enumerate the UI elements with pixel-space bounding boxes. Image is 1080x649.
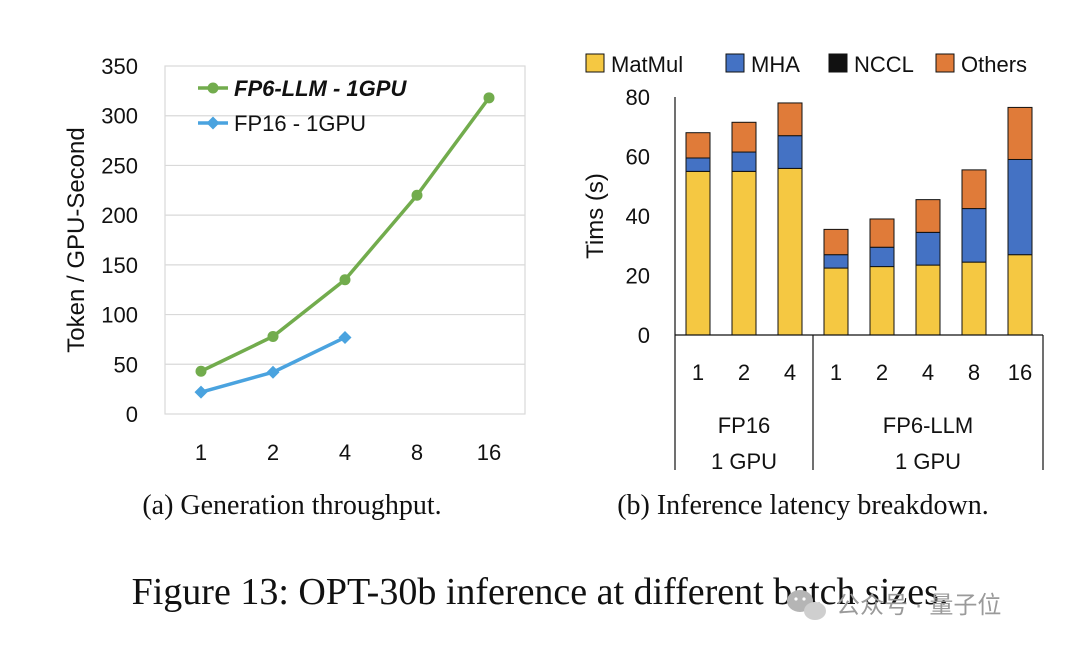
x-tick-label-a: 1 (195, 440, 207, 465)
y-tick-labels-a: 0 50 100 150 200 250 300 350 (101, 54, 138, 427)
bar-segment-mha (1007, 158, 1033, 256)
y-tick-label-a: 100 (101, 303, 138, 328)
bar-segment-others (823, 228, 849, 256)
bar-segment-matmul (685, 170, 711, 336)
x-tick-label-a: 16 (477, 440, 501, 465)
bar-segment-mha (823, 254, 849, 269)
x-tick-label-a: 2 (267, 440, 279, 465)
bar-segment-matmul (869, 266, 895, 336)
y-tick-label-a: 200 (101, 203, 138, 228)
y-tick-label-b: 20 (626, 264, 650, 289)
y-tick-label-b: 60 (626, 145, 650, 170)
figure-caption: Figure 13: OPT-30b inference at differen… (132, 571, 949, 613)
bar-segment-others (685, 132, 711, 159)
watermark: 公众号 · 量子位 (787, 590, 1001, 620)
x-tick-label-b: 4 (922, 360, 934, 385)
bar-segment-others (915, 199, 941, 233)
data-point-fp16 (338, 330, 352, 344)
y-tick-labels-b: 0 20 40 60 80 (626, 85, 650, 348)
y-axis-title-a: Token / GPU-Second (63, 127, 90, 352)
group-label-b: FP16 (718, 413, 771, 438)
legend-b: MatMul MHA NCCL Others (585, 52, 1027, 77)
caption-a: (a) Generation throughput. (142, 490, 441, 521)
x-tick-label-b: 16 (1008, 360, 1032, 385)
x-tick-label-b: 1 (830, 360, 842, 385)
bar-segment-matmul (915, 264, 941, 336)
x-tick-labels-a: 1 2 4 8 16 (195, 440, 501, 465)
legend-swatch-b (935, 53, 955, 73)
bar-segment-matmul (823, 267, 849, 336)
y-axis-title-b: Tims (s) (582, 173, 609, 259)
legend-label-b: MHA (751, 52, 800, 77)
data-point-fp16 (194, 385, 208, 399)
bar-segment-matmul (961, 261, 987, 336)
x-tick-label-b: 2 (876, 360, 888, 385)
y-tick-label-a: 300 (101, 104, 138, 129)
legend-label-b: Others (961, 52, 1027, 77)
y-tick-label-b: 80 (626, 85, 650, 110)
data-point-fp6 (411, 189, 423, 201)
group-label-b: 1 GPU (711, 449, 777, 474)
bar-segment-mha (777, 135, 803, 169)
y-tick-label-a: 250 (101, 153, 138, 178)
wechat-icon (787, 590, 826, 620)
y-tick-label-a: 0 (126, 402, 138, 427)
gridlines-a (165, 115, 525, 365)
plot-area-a (164, 65, 526, 415)
legend-swatch-b (828, 53, 848, 73)
x-tick-labels-b: 1 2 4 1 2 4 8 16 (692, 360, 1032, 385)
bar-segment-mha (915, 231, 941, 266)
bar-segment-mha (685, 157, 711, 172)
x-tick-label-b: 2 (738, 360, 750, 385)
bar-segment-others (731, 121, 757, 153)
data-point-fp6 (195, 365, 207, 377)
bar-segment-matmul (731, 170, 757, 336)
legend-marker-fp16 (206, 116, 220, 130)
legend-a: FP6-LLM - 1GPU FP16 - 1GPU (198, 76, 407, 136)
series-line-0 (200, 96, 491, 373)
y-tick-label-b: 40 (626, 204, 650, 229)
category-table-b (674, 97, 1044, 470)
legend-label-fp6: FP6-LLM - 1GPU (234, 76, 407, 101)
data-point-fp16 (266, 365, 280, 379)
x-tick-label-b: 4 (784, 360, 796, 385)
legend-label-b: NCCL (854, 52, 914, 77)
data-point-fp6 (267, 330, 279, 342)
y-tick-label-a: 50 (114, 352, 138, 377)
x-tick-label-b: 1 (692, 360, 704, 385)
y-tick-label-b: 0 (638, 323, 650, 348)
legend-marker-fp6 (207, 82, 219, 94)
bar-segment-matmul (777, 167, 803, 336)
bar-segment-others (869, 218, 895, 248)
bars-b (685, 102, 1033, 336)
data-point-fp6 (483, 92, 495, 104)
legend-swatch-b (585, 53, 605, 73)
legend-label-fp16: FP16 - 1GPU (234, 111, 366, 136)
group-labels-b: FP16 1 GPU FP6-LLM 1 GPU (711, 413, 973, 474)
throughput-line-chart: 0 50 100 150 200 250 300 350 1 2 4 8 16 Token / GPU… (63, 54, 526, 521)
group-label-b: 1 GPU (895, 449, 961, 474)
bar-segment-mha (961, 208, 987, 263)
bar-segment-matmul (1007, 254, 1033, 336)
x-tick-label-a: 4 (339, 440, 351, 465)
x-tick-label-b: 8 (968, 360, 980, 385)
bar-segment-others (961, 169, 987, 210)
data-point-fp6 (339, 274, 351, 286)
y-tick-label-a: 350 (101, 54, 138, 79)
bar-segment-others (777, 102, 803, 137)
legend-swatch-b (725, 53, 745, 73)
watermark-text: 公众号 · 量子位 (836, 592, 1001, 619)
x-tick-label-a: 8 (411, 440, 423, 465)
y-tick-label-a: 150 (101, 253, 138, 278)
series-a (194, 92, 495, 399)
latency-stacked-bar-chart: MatMul MHA NCCL Others 0 20 40 60 80 Tims (s) 1… (582, 52, 1044, 521)
group-label-b: FP6-LLM (883, 413, 973, 438)
bar-segment-mha (869, 246, 895, 268)
bar-segment-mha (731, 151, 757, 172)
legend-label-b: MatMul (611, 52, 683, 77)
bar-segment-others (1007, 106, 1033, 160)
caption-b: (b) Inference latency breakdown. (617, 490, 989, 521)
